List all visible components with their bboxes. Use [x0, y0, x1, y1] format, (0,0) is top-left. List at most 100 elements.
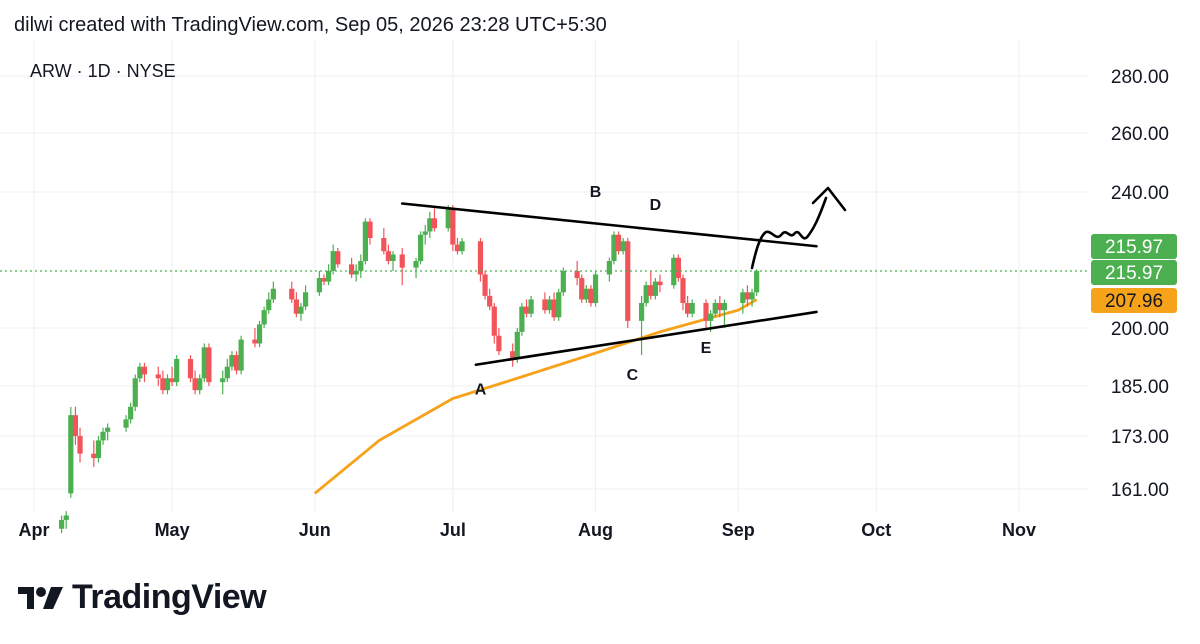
candle-body — [160, 378, 166, 391]
candle — [657, 274, 663, 293]
candle — [330, 244, 336, 275]
candle-body — [298, 306, 304, 314]
y-tick-label: 200.00 — [1111, 319, 1169, 340]
candle — [689, 299, 695, 318]
candle — [137, 362, 143, 383]
candle-body — [418, 234, 424, 262]
candle-body — [606, 261, 612, 275]
price-badge: 207.96 — [1091, 288, 1177, 313]
trendline-upper[interactable] — [400, 202, 818, 248]
candle-body — [510, 351, 516, 359]
candle — [477, 238, 484, 282]
candle — [491, 303, 497, 344]
candle-body — [390, 254, 396, 262]
wave-label: A — [475, 381, 487, 398]
candle-body — [519, 306, 525, 332]
candle-body — [671, 257, 677, 286]
candle-body — [482, 274, 488, 296]
y-tick-label: 240.00 — [1111, 183, 1169, 204]
price-badge-bg — [1091, 288, 1177, 313]
candle-body — [141, 366, 148, 375]
candle — [620, 238, 626, 255]
tradingview-logo[interactable]: TradingView — [16, 578, 267, 617]
candle — [749, 288, 755, 307]
chart-credit-header: dilwi created with TradingView.com, Sep … — [14, 14, 607, 36]
candle-body — [542, 299, 548, 311]
candle — [105, 423, 111, 441]
candle-body — [289, 288, 295, 300]
candle — [316, 270, 322, 296]
candle — [68, 406, 74, 498]
candle-body — [192, 378, 198, 391]
candle — [197, 374, 203, 395]
wave-label: E — [701, 340, 712, 357]
candle-body — [95, 440, 102, 459]
arrow-icon — [811, 186, 847, 212]
candle-body — [680, 278, 686, 304]
candle — [325, 264, 332, 286]
candle-body — [684, 303, 691, 314]
candle — [551, 292, 557, 321]
price-badge-bg — [1091, 234, 1177, 259]
candle — [132, 374, 138, 411]
price-badge-label: 215.97 — [1105, 237, 1163, 258]
x-tick-label: Oct — [861, 520, 891, 540]
candle — [615, 231, 622, 255]
candle-body — [233, 355, 240, 371]
tradingview-logo-icon — [18, 586, 63, 609]
candle — [648, 270, 654, 300]
candle — [390, 251, 396, 271]
candles-layer — [59, 205, 760, 534]
candle — [123, 415, 129, 432]
candle — [574, 261, 580, 286]
x-tick-label: Aug — [578, 520, 613, 540]
candle-body — [514, 331, 520, 359]
candle — [422, 224, 428, 245]
candle — [91, 440, 97, 467]
trendline-lower[interactable] — [474, 310, 818, 367]
candle-body — [615, 234, 622, 252]
candle-body — [721, 303, 728, 311]
candle-body — [652, 281, 658, 296]
candle-body — [574, 270, 580, 279]
candle — [298, 303, 304, 321]
y-tick-label: 161.00 — [1111, 480, 1169, 501]
price-badges: 215.97 215.97 207.96 — [1091, 234, 1177, 313]
candle — [362, 218, 369, 265]
candle-body — [270, 288, 276, 300]
candle — [302, 285, 309, 311]
candle — [712, 299, 718, 318]
candle — [77, 427, 83, 463]
x-tick-label: May — [155, 520, 190, 540]
candle-body — [224, 366, 230, 379]
projection-drawing — [750, 196, 828, 270]
candle-body — [197, 378, 203, 391]
x-tick-label: Jun — [299, 520, 331, 540]
candle — [643, 281, 649, 307]
candle-body — [689, 303, 695, 314]
candle — [721, 299, 728, 328]
candle — [174, 355, 180, 386]
candle — [542, 292, 548, 314]
candle — [680, 274, 686, 311]
candle-body — [422, 231, 428, 235]
y-tick-label: 173.00 — [1111, 427, 1169, 448]
candle-body — [583, 288, 589, 300]
candle-body — [592, 274, 599, 304]
y-tick-label: 280.00 — [1111, 67, 1169, 88]
trendlines-layer — [400, 202, 818, 367]
candle — [583, 285, 589, 304]
candle-body — [620, 241, 626, 252]
candle — [652, 278, 658, 300]
x-tick-label: Jul — [440, 520, 466, 540]
candle-body — [238, 339, 244, 371]
candle — [496, 328, 502, 356]
candle — [164, 374, 171, 395]
candle-body — [588, 288, 594, 304]
candle-body — [611, 234, 617, 262]
candle-body — [744, 292, 751, 300]
candle-body — [59, 519, 65, 529]
candle-body — [187, 358, 194, 379]
candle-body — [77, 436, 83, 454]
